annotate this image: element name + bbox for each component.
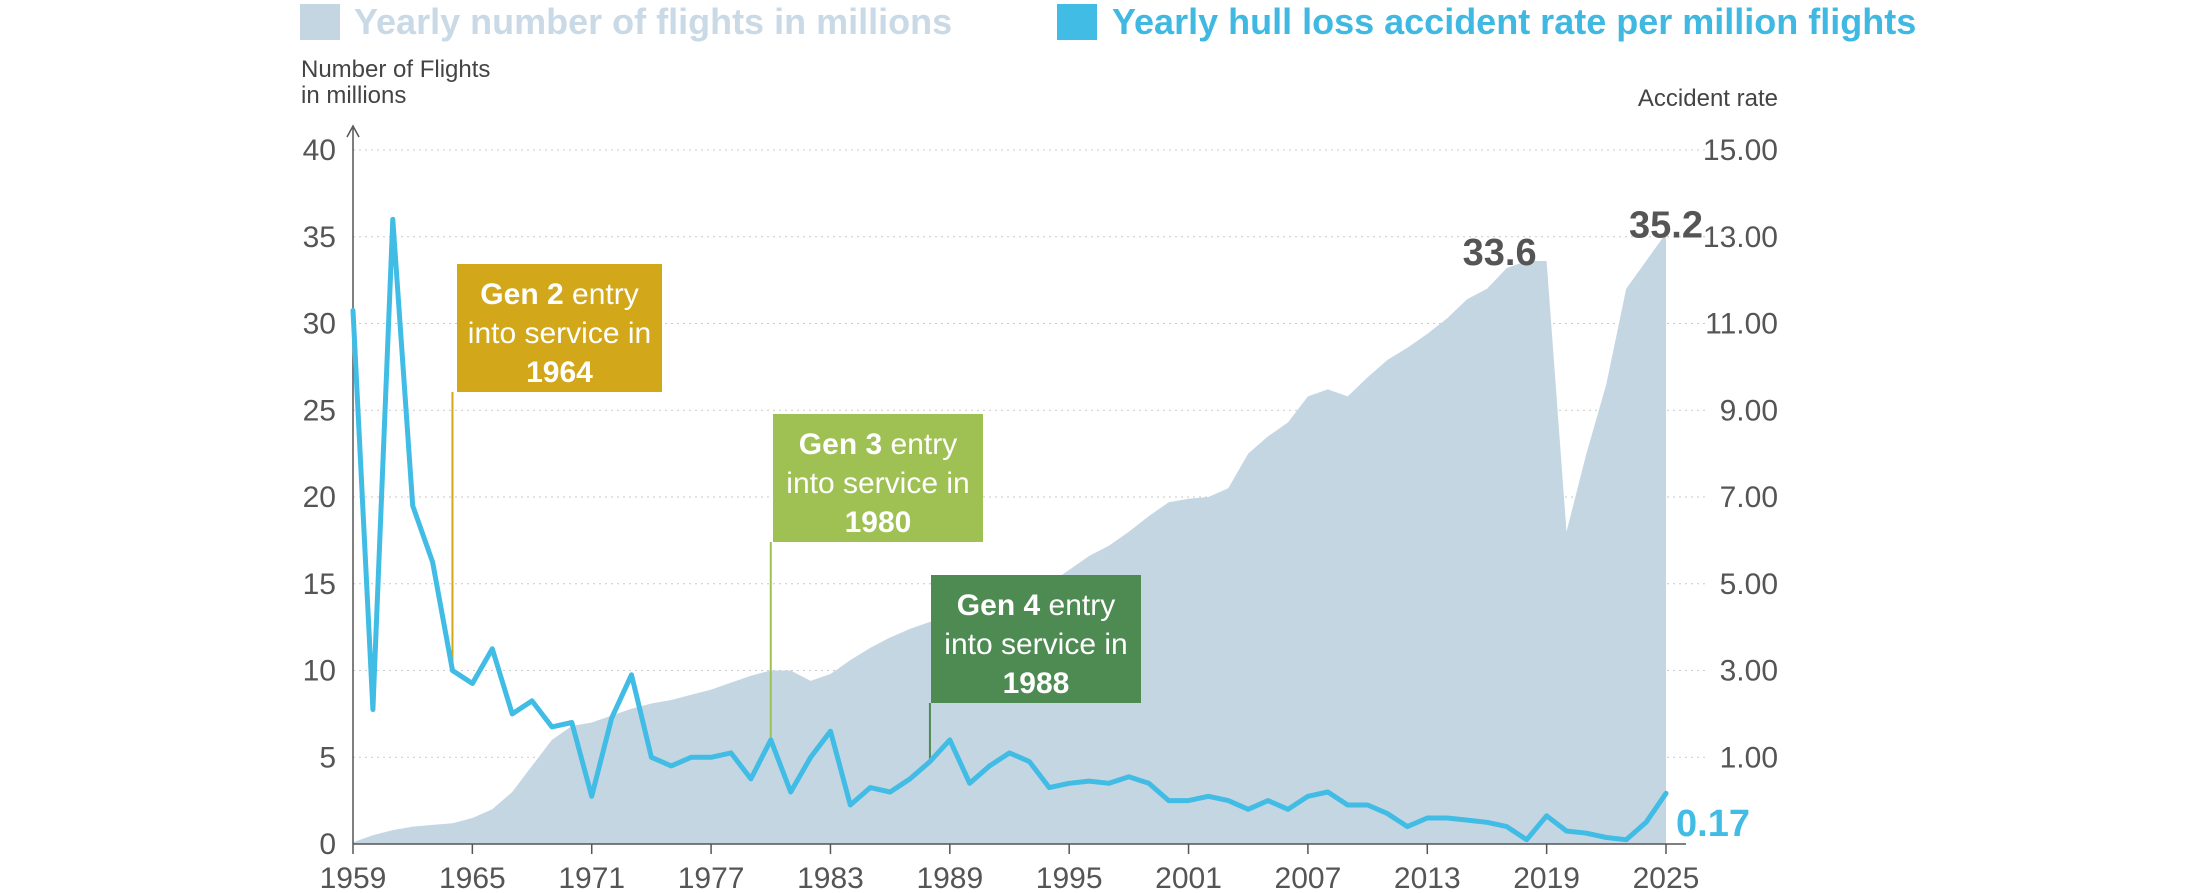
left-tick-label: 30 xyxy=(303,308,336,341)
right-axis-title: Accident rate xyxy=(1638,85,1778,112)
callouts: Gen 2 entry into service in 1964 Gen 3 entr… xyxy=(451,264,1141,760)
x-tick-label: 1959 xyxy=(320,862,387,893)
x-tick-label: 2001 xyxy=(1155,862,1222,893)
callout-line2: into service in xyxy=(468,317,651,350)
callout-gen4: Gen 4 entry into service in 1988 xyxy=(928,575,1141,760)
callout-year: 1980 xyxy=(845,506,912,539)
flights-area xyxy=(353,233,1666,845)
right-tick-label: 3.00 xyxy=(1720,655,1778,688)
right-tick-label: 15.00 xyxy=(1703,134,1778,167)
left-tick-label: 0 xyxy=(319,828,336,861)
x-tick-label: 1965 xyxy=(439,862,506,893)
right-tick-label: 7.00 xyxy=(1720,481,1778,514)
axes xyxy=(346,124,1686,845)
left-tick-label: 40 xyxy=(303,134,336,167)
x-tick-label: 2025 xyxy=(1633,862,1700,893)
accident-rate-line xyxy=(350,216,1669,843)
x-tick-label: 1977 xyxy=(678,862,745,893)
x-tick-label: 1983 xyxy=(797,862,864,893)
left-axis-title-line1: Number of Flights xyxy=(301,56,490,83)
callout-box xyxy=(773,414,983,542)
left-tick-label: 25 xyxy=(303,394,336,427)
callout-line2: into service in xyxy=(786,467,969,500)
right-tick-label: 1.00 xyxy=(1720,741,1778,774)
y-axis-arrow xyxy=(346,124,360,138)
right-tick-label: 5.00 xyxy=(1720,568,1778,601)
left-tick-label: 10 xyxy=(303,655,336,688)
left-axis-title-line2: in millions xyxy=(301,82,406,109)
x-tick-label: 1971 xyxy=(558,862,625,893)
callout-gen3: Gen 3 entry into service in 1980 xyxy=(769,414,983,740)
callout-box xyxy=(457,264,662,392)
callout-year: 1964 xyxy=(526,356,593,389)
left-tick-label: 35 xyxy=(303,221,336,254)
peak-2019-label: 33.6 xyxy=(1463,232,1537,274)
right-tick-label: 9.00 xyxy=(1720,394,1778,427)
callout-line1: Gen 3 entry xyxy=(799,428,957,461)
left-tick-label: 15 xyxy=(303,568,336,601)
callout-line1: Gen 4 entry xyxy=(957,589,1115,622)
callout-line1: Gen 2 entry xyxy=(480,278,638,311)
latest-rate-label: 0.17 xyxy=(1676,803,1750,845)
left-tick-label: 5 xyxy=(319,741,336,774)
flights-area-layer xyxy=(353,233,1666,845)
x-tick-label: 1989 xyxy=(916,862,983,893)
callout-entry-word: entry xyxy=(564,278,639,311)
peak-2025-label: 35.2 xyxy=(1629,204,1703,246)
x-axis-ticks: 1959 1965 1971 1977 1983 1989 1995 2001 2007 2013… xyxy=(320,844,1700,893)
right-tick-label: 11.00 xyxy=(1705,308,1778,341)
right-tick-label: 13.00 xyxy=(1703,221,1778,254)
accident-rate-line-layer xyxy=(350,216,1669,843)
legend-label-accident-rate: Yearly hull loss accident rate per milli… xyxy=(1112,1,1916,42)
annotations: 33.6 35.2 0.17 xyxy=(1463,204,1750,845)
x-tick-label: 2013 xyxy=(1394,862,1461,893)
x-tick-label: 1995 xyxy=(1036,862,1103,893)
callout-line2: into service in xyxy=(944,628,1127,661)
callout-year: 1988 xyxy=(1003,667,1070,700)
callout-entry-word: entry xyxy=(882,428,957,461)
callout-gen-label: Gen 2 xyxy=(480,278,563,311)
legend-label-flights: Yearly number of flights in millions xyxy=(354,1,952,42)
left-axis-ticks: 0 5 10 15 20 25 30 35 40 xyxy=(303,134,336,861)
callout-gen2: Gen 2 entry into service in 1964 xyxy=(451,264,662,665)
callout-gen-label: Gen 3 xyxy=(799,428,882,461)
left-tick-label: 20 xyxy=(303,481,336,514)
right-axis-ticks: 1.00 3.00 5.00 7.00 9.00 11.00 13.00 15.00 xyxy=(1703,134,1778,774)
legend: Yearly number of flights in millions Yea… xyxy=(300,1,1916,42)
callout-box xyxy=(931,575,1141,703)
callout-entry-word: entry xyxy=(1040,589,1115,622)
x-tick-label: 2007 xyxy=(1275,862,1342,893)
legend-swatch-flights xyxy=(300,4,340,40)
legend-swatch-accident-rate xyxy=(1057,4,1097,40)
callout-gen-label: Gen 4 xyxy=(957,589,1041,622)
x-tick-label: 2019 xyxy=(1513,862,1580,893)
